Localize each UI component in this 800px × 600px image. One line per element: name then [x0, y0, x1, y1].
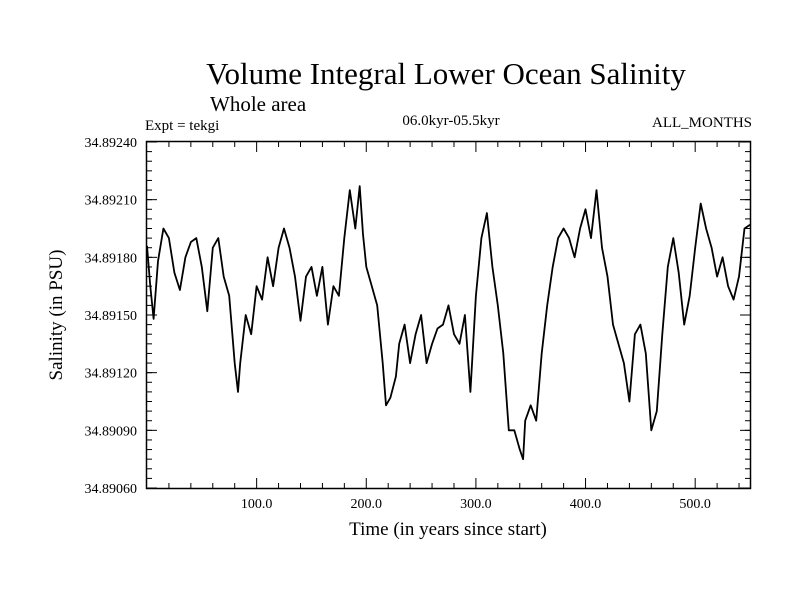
- chart-title: Volume Integral Lower Ocean Salinity: [206, 56, 686, 91]
- x-tick-label: 200.0: [351, 497, 383, 512]
- series-group: [146, 185, 751, 461]
- y-tick-label: 34.89210: [85, 194, 138, 209]
- axis-ticks: 100.0 200.0 300.0 400.0 500.0 34.89060 34.8909…: [85, 136, 750, 512]
- series-line-salinity: [146, 185, 751, 461]
- x-tick-label: 500.0: [679, 497, 711, 512]
- y-tick-label: 34.89240: [85, 136, 138, 151]
- months-label: ALL_MONTHS: [652, 115, 752, 131]
- y-tick-label: 34.89060: [85, 482, 138, 497]
- y-axis-label: Salinity (in PSU): [46, 250, 67, 381]
- plot-frame: [145, 140, 752, 490]
- x-axis-label: Time (in years since start): [349, 519, 547, 540]
- period-label: 06.0kyr-05.5kyr: [402, 113, 499, 129]
- y-tick-label: 34.89180: [85, 251, 138, 266]
- experiment-label: Expt = tekgi: [145, 118, 219, 134]
- y-tick-label: 34.89150: [85, 309, 138, 324]
- chart-subtitle: Whole area: [210, 92, 307, 116]
- x-tick-label: 400.0: [570, 497, 602, 512]
- x-tick-label: 100.0: [241, 497, 273, 512]
- y-tick-label: 34.89090: [85, 424, 138, 439]
- x-tick-label: 300.0: [460, 497, 492, 512]
- y-tick-label: 34.89120: [85, 367, 138, 382]
